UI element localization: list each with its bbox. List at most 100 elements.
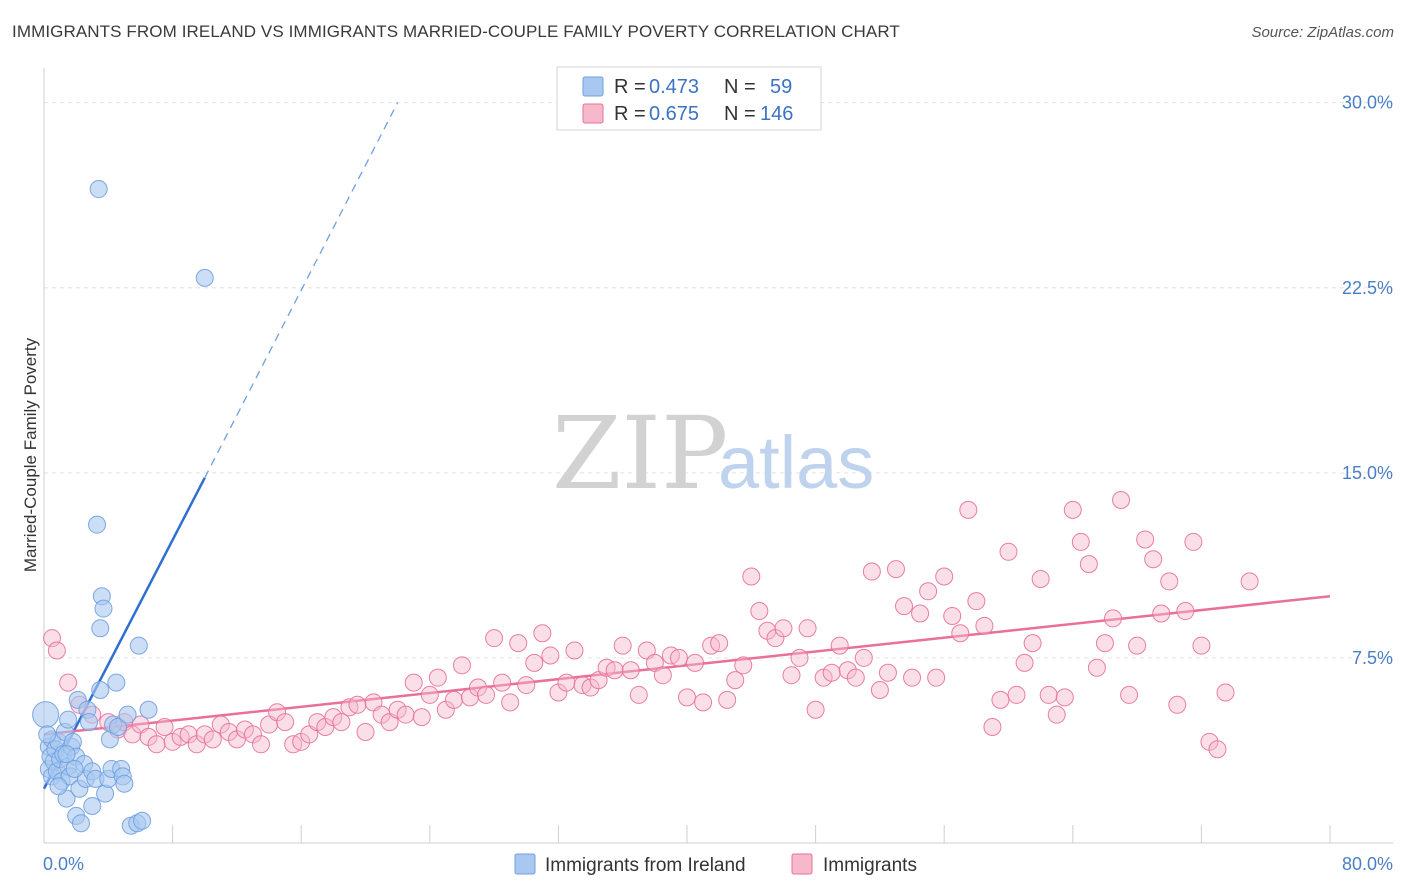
point-immigrants	[541, 646, 560, 665]
point-ireland	[96, 784, 115, 803]
point-ireland	[65, 759, 84, 778]
source-label: Source: ZipAtlas.com	[1251, 24, 1394, 41]
point-immigrants	[854, 648, 873, 667]
y-tick-label: 7.5%	[1352, 648, 1393, 668]
point-immigrants	[629, 685, 648, 704]
point-ireland	[80, 713, 99, 732]
chart-title: IMMIGRANTS FROM IRELAND VS IMMIGRANTS MA…	[12, 22, 900, 41]
legend-r-label-immigrants: R =	[614, 103, 646, 125]
point-immigrants	[1095, 634, 1114, 653]
point-immigrants	[669, 648, 688, 667]
point-immigrants	[501, 693, 520, 712]
series-immigrants-points	[43, 490, 1259, 759]
point-immigrants	[1144, 550, 1163, 569]
point-immigrants	[678, 688, 696, 707]
point-immigrants	[726, 671, 745, 690]
point-immigrants	[509, 634, 528, 653]
legend-r-value-immigrants: 0.675	[649, 103, 699, 125]
point-immigrants	[1152, 604, 1171, 623]
point-immigrants	[951, 624, 970, 643]
point-immigrants	[517, 676, 536, 695]
point-immigrants	[822, 663, 841, 682]
point-immigrants	[967, 592, 986, 611]
point-immigrants	[975, 616, 994, 635]
point-immigrants	[203, 730, 222, 749]
point-ireland	[89, 180, 108, 199]
point-immigrants	[927, 668, 946, 687]
point-immigrants	[1063, 500, 1082, 519]
legend-n-label-immigrants: N =	[724, 103, 756, 125]
point-ireland	[83, 796, 102, 815]
point-immigrants	[1071, 532, 1090, 551]
point-immigrants	[396, 705, 415, 724]
point-immigrants	[895, 597, 914, 616]
point-ireland	[91, 619, 110, 638]
point-immigrants	[750, 602, 769, 621]
point-ireland	[118, 705, 137, 724]
point-ireland	[71, 814, 90, 833]
point-immigrants	[1128, 636, 1147, 655]
point-immigrants	[1240, 572, 1259, 591]
point-immigrants	[420, 685, 439, 704]
point-immigrants	[525, 653, 544, 672]
watermark-zip: ZIP	[552, 395, 728, 512]
point-immigrants	[493, 673, 512, 692]
point-immigrants	[444, 690, 463, 709]
point-immigrants	[59, 673, 78, 692]
point-immigrants	[999, 542, 1018, 561]
point-immigrants	[1047, 705, 1066, 724]
point-immigrants	[959, 500, 978, 519]
point-immigrants	[452, 656, 471, 675]
point-ireland	[38, 725, 57, 744]
point-immigrants	[1112, 490, 1131, 509]
series-ireland-points	[32, 180, 214, 835]
point-immigrants	[477, 685, 496, 704]
y-tick-label: 22.5%	[1342, 278, 1393, 298]
bottom-legend-swatch-ireland	[514, 853, 536, 875]
point-ireland	[91, 681, 110, 699]
point-immigrants	[686, 653, 705, 672]
point-immigrants	[742, 567, 761, 586]
x-tick-label-min: 0.0%	[43, 854, 84, 874]
point-immigrants	[348, 695, 367, 714]
point-immigrants	[332, 713, 351, 732]
point-immigrants	[147, 735, 166, 754]
point-immigrants	[1208, 740, 1227, 759]
point-immigrants	[734, 656, 753, 675]
point-ireland	[94, 599, 113, 618]
point-immigrants	[1007, 685, 1026, 704]
point-immigrants	[252, 735, 271, 754]
point-immigrants	[886, 560, 905, 579]
point-immigrants	[276, 713, 295, 732]
legend-n-label-ireland: N =	[724, 76, 756, 98]
point-immigrants	[846, 668, 865, 687]
point-ireland	[139, 700, 158, 719]
point-immigrants	[485, 629, 504, 648]
point-immigrants	[155, 718, 174, 737]
point-immigrants	[878, 663, 897, 682]
point-immigrants	[718, 690, 737, 709]
point-immigrants	[404, 673, 423, 692]
bottom-legend-label-ireland: Immigrants from Ireland	[545, 855, 746, 876]
legend-n-value-ireland: 59	[770, 76, 792, 98]
legend-n-value-immigrants: 146	[760, 103, 793, 125]
point-immigrants	[621, 661, 640, 680]
point-immigrants	[1160, 572, 1179, 591]
point-immigrants	[1015, 653, 1034, 672]
x-tick-label-max: 80.0%	[1342, 854, 1393, 874]
legend-swatch-ireland	[582, 76, 604, 97]
point-immigrants	[613, 636, 632, 655]
point-immigrants	[911, 604, 930, 623]
point-immigrants	[1055, 688, 1074, 707]
point-immigrants	[903, 668, 922, 687]
point-immigrants	[1168, 695, 1187, 714]
point-immigrants	[1031, 569, 1050, 588]
point-immigrants	[694, 693, 713, 712]
point-immigrants	[782, 666, 801, 685]
point-immigrants	[653, 666, 672, 685]
y-tick-label: 15.0%	[1342, 463, 1393, 483]
point-immigrants	[412, 708, 431, 727]
point-immigrants	[356, 722, 375, 741]
bottom-legend-swatch-immigrants	[791, 853, 813, 875]
